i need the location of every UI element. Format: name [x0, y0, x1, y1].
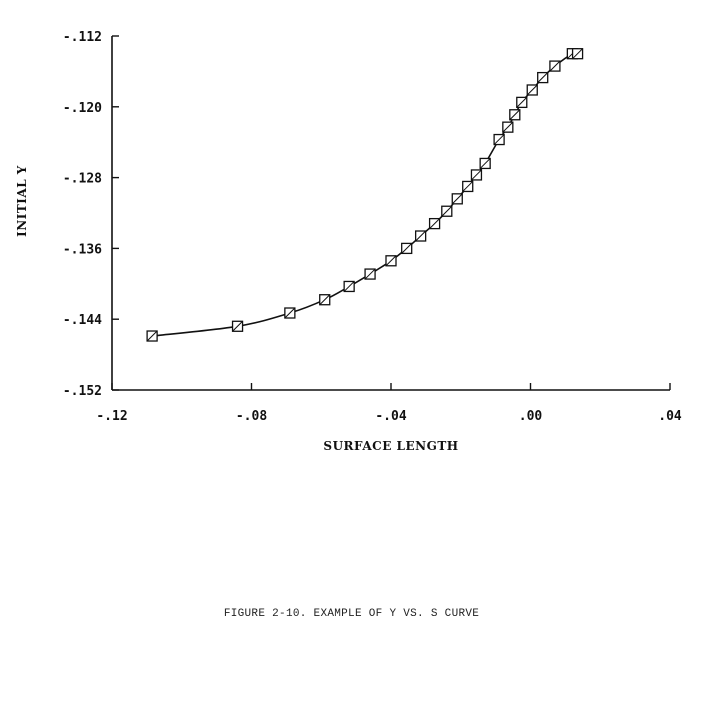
data-point-marker — [414, 230, 427, 242]
data-point-marker — [284, 307, 296, 319]
x-tick-label: .04 — [658, 409, 682, 424]
y-axis-title: INITIAL Y — [15, 165, 29, 237]
y-tick-label: -.120 — [63, 101, 102, 116]
chart-canvas: -.112 -.120 -.128 -.136 -.144 -.152 -.12 -.08 -.… — [15, 30, 682, 453]
chart-ticks: -.112 -.120 -.128 -.136 -.144 -.152 -.12 -.08 -.… — [63, 30, 682, 424]
data-point-marker — [319, 294, 331, 306]
data-point-marker — [516, 96, 528, 109]
series-curve — [152, 51, 578, 337]
data-point-marker — [364, 268, 376, 280]
data-point-marker — [509, 109, 521, 121]
x-axis-title: SURFACE LENGTH — [323, 439, 458, 453]
data-point-marker — [231, 320, 244, 332]
data-point-marker — [385, 255, 397, 267]
data-point-marker — [479, 157, 491, 170]
data-point-marker — [470, 169, 483, 181]
data-point-marker — [146, 330, 158, 342]
y-tick-label: -.128 — [63, 172, 102, 187]
x-tick-label: -.04 — [375, 409, 406, 424]
y-tick-label: -.144 — [63, 313, 102, 328]
data-point-marker — [441, 205, 453, 217]
x-tick-label: .00 — [519, 409, 543, 424]
data-point-marker — [526, 84, 538, 96]
chart-axes — [111, 36, 670, 391]
series-markers — [146, 48, 584, 342]
figure-caption: FIGURE 2-10. EXAMPLE OF Y VS. S CURVE — [223, 608, 480, 620]
data-point-marker — [537, 71, 549, 84]
data-point-marker — [401, 242, 413, 255]
data-point-marker — [571, 48, 584, 60]
y-tick-label: -.112 — [63, 30, 102, 45]
y-tick-label: -.136 — [63, 242, 102, 257]
data-point-marker — [502, 121, 514, 133]
data-point-marker — [343, 280, 355, 293]
data-point-marker — [493, 133, 505, 146]
data-point-marker — [428, 217, 441, 230]
y-tick-label: -.152 — [63, 384, 102, 399]
data-point-marker — [451, 193, 463, 205]
data-point-marker — [549, 60, 561, 72]
x-tick-label: -.12 — [96, 409, 127, 424]
data-point-marker — [462, 180, 474, 193]
x-tick-label: -.08 — [236, 409, 267, 424]
